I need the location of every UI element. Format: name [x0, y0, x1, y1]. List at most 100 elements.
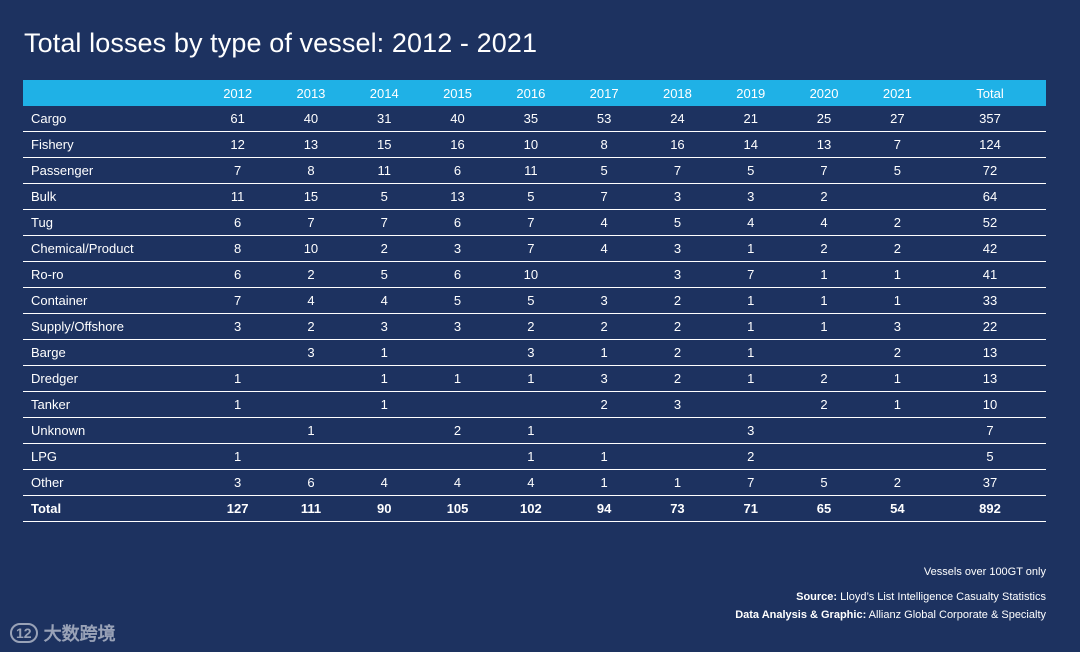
- value-cell: 1: [347, 339, 421, 366]
- value-cell: 5: [860, 157, 934, 184]
- value-cell: 1: [714, 313, 788, 340]
- row-total-cell: 13: [934, 365, 1046, 392]
- value-cell: 2: [420, 417, 495, 444]
- value-cell: 54: [860, 495, 934, 522]
- scope-note: Vessels over 100GT only: [923, 566, 1046, 578]
- header-cell-total: Total: [934, 80, 1046, 106]
- header-cell-year: 2012: [201, 80, 275, 106]
- value-cell: 10: [494, 261, 568, 288]
- value-cell: 8: [567, 131, 641, 158]
- row-total-cell: 357: [934, 106, 1046, 132]
- row-total-cell: 37: [934, 469, 1046, 496]
- value-cell: [787, 417, 861, 444]
- row-label: Ro-ro: [23, 261, 201, 288]
- value-cell: 6: [201, 209, 275, 236]
- row-label: Passenger: [23, 157, 201, 184]
- row-label: Container: [23, 287, 201, 314]
- value-cell: 4: [274, 287, 348, 314]
- value-cell: 21: [714, 106, 788, 132]
- row-total-cell: 41: [934, 261, 1046, 288]
- value-cell: [714, 391, 788, 418]
- value-cell: 13: [420, 183, 495, 210]
- value-cell: [420, 339, 495, 366]
- value-cell: 1: [714, 235, 788, 262]
- header-cell-year: 2021: [860, 80, 934, 106]
- row-label: Other: [23, 469, 201, 496]
- header-cell-year: 2015: [420, 80, 495, 106]
- value-cell: [274, 391, 348, 418]
- watermark-text: 大数跨境: [43, 624, 116, 644]
- value-cell: 2: [640, 339, 715, 366]
- value-cell: 10: [494, 131, 568, 158]
- value-cell: [860, 443, 934, 470]
- value-cell: 2: [347, 235, 421, 262]
- value-cell: 16: [640, 131, 715, 158]
- row-label: Dredger: [23, 365, 201, 392]
- analysis-text: Allianz Global Corporate & Specialty: [866, 609, 1046, 621]
- value-cell: 2: [860, 339, 934, 366]
- value-cell: 12: [201, 131, 275, 158]
- value-cell: 1: [860, 287, 934, 314]
- value-cell: 3: [640, 235, 715, 262]
- value-cell: [201, 417, 275, 444]
- table-row: Other 3 6 4 4 4 1 1 7 5 2 37: [23, 469, 1046, 496]
- row-total-cell: 5: [934, 443, 1046, 470]
- watermark-logo: 12: [10, 623, 38, 643]
- value-cell: 3: [860, 313, 934, 340]
- header-cell-year: 2020: [787, 80, 861, 106]
- value-cell: 40: [420, 106, 495, 132]
- value-cell: 15: [274, 183, 348, 210]
- row-total-cell: 892: [934, 495, 1046, 522]
- value-cell: 1: [860, 365, 934, 392]
- value-cell: [567, 417, 641, 444]
- value-cell: 1: [494, 417, 568, 444]
- value-cell: 13: [274, 131, 348, 158]
- value-cell: 8: [201, 235, 275, 262]
- row-label: Total: [23, 495, 201, 522]
- header-cell-year: 2017: [567, 80, 641, 106]
- value-cell: 3: [201, 469, 275, 496]
- table-row: LPG 1 1 1 2 5: [23, 443, 1046, 470]
- value-cell: 7: [274, 209, 348, 236]
- header-cell-year: 2013: [274, 80, 348, 106]
- value-cell: 1: [567, 339, 641, 366]
- value-cell: 7: [860, 131, 934, 158]
- value-cell: 7: [567, 183, 641, 210]
- value-cell: 35: [494, 106, 568, 132]
- value-cell: 7: [714, 261, 788, 288]
- value-cell: 5: [787, 469, 861, 496]
- value-cell: 10: [274, 235, 348, 262]
- value-cell: 3: [201, 313, 275, 340]
- value-cell: 1: [347, 391, 421, 418]
- row-total-cell: 7: [934, 417, 1046, 444]
- value-cell: 7: [494, 235, 568, 262]
- value-cell: [860, 417, 934, 444]
- value-cell: 5: [494, 287, 568, 314]
- value-cell: 4: [567, 235, 641, 262]
- value-cell: 1: [860, 261, 934, 288]
- value-cell: 2: [860, 209, 934, 236]
- value-cell: 3: [420, 235, 495, 262]
- row-total-cell: 10: [934, 391, 1046, 418]
- row-label: LPG: [23, 443, 201, 470]
- value-cell: 94: [567, 495, 641, 522]
- value-cell: 4: [787, 209, 861, 236]
- value-cell: [787, 443, 861, 470]
- value-cell: 7: [714, 469, 788, 496]
- row-total-cell: 72: [934, 157, 1046, 184]
- value-cell: 5: [420, 287, 495, 314]
- value-cell: 1: [201, 391, 275, 418]
- value-cell: 3: [494, 339, 568, 366]
- value-cell: 1: [860, 391, 934, 418]
- value-cell: 13: [787, 131, 861, 158]
- value-cell: [347, 417, 421, 444]
- table-row: Tug 6 7 7 6 7 4 5 4 4 2 52: [23, 209, 1046, 236]
- row-total-cell: 124: [934, 131, 1046, 158]
- losses-table: 2012 2013 2014 2015 2016 2017 2018 2019 2020 2021…: [23, 80, 1046, 522]
- value-cell: 1: [567, 469, 641, 496]
- value-cell: 1: [714, 339, 788, 366]
- value-cell: [274, 365, 348, 392]
- table-row: Supply/Offshore 3 2 3 3 2 2 2 1 1 3 22: [23, 313, 1046, 340]
- value-cell: 11: [347, 157, 421, 184]
- header-cell-year: 2019: [714, 80, 788, 106]
